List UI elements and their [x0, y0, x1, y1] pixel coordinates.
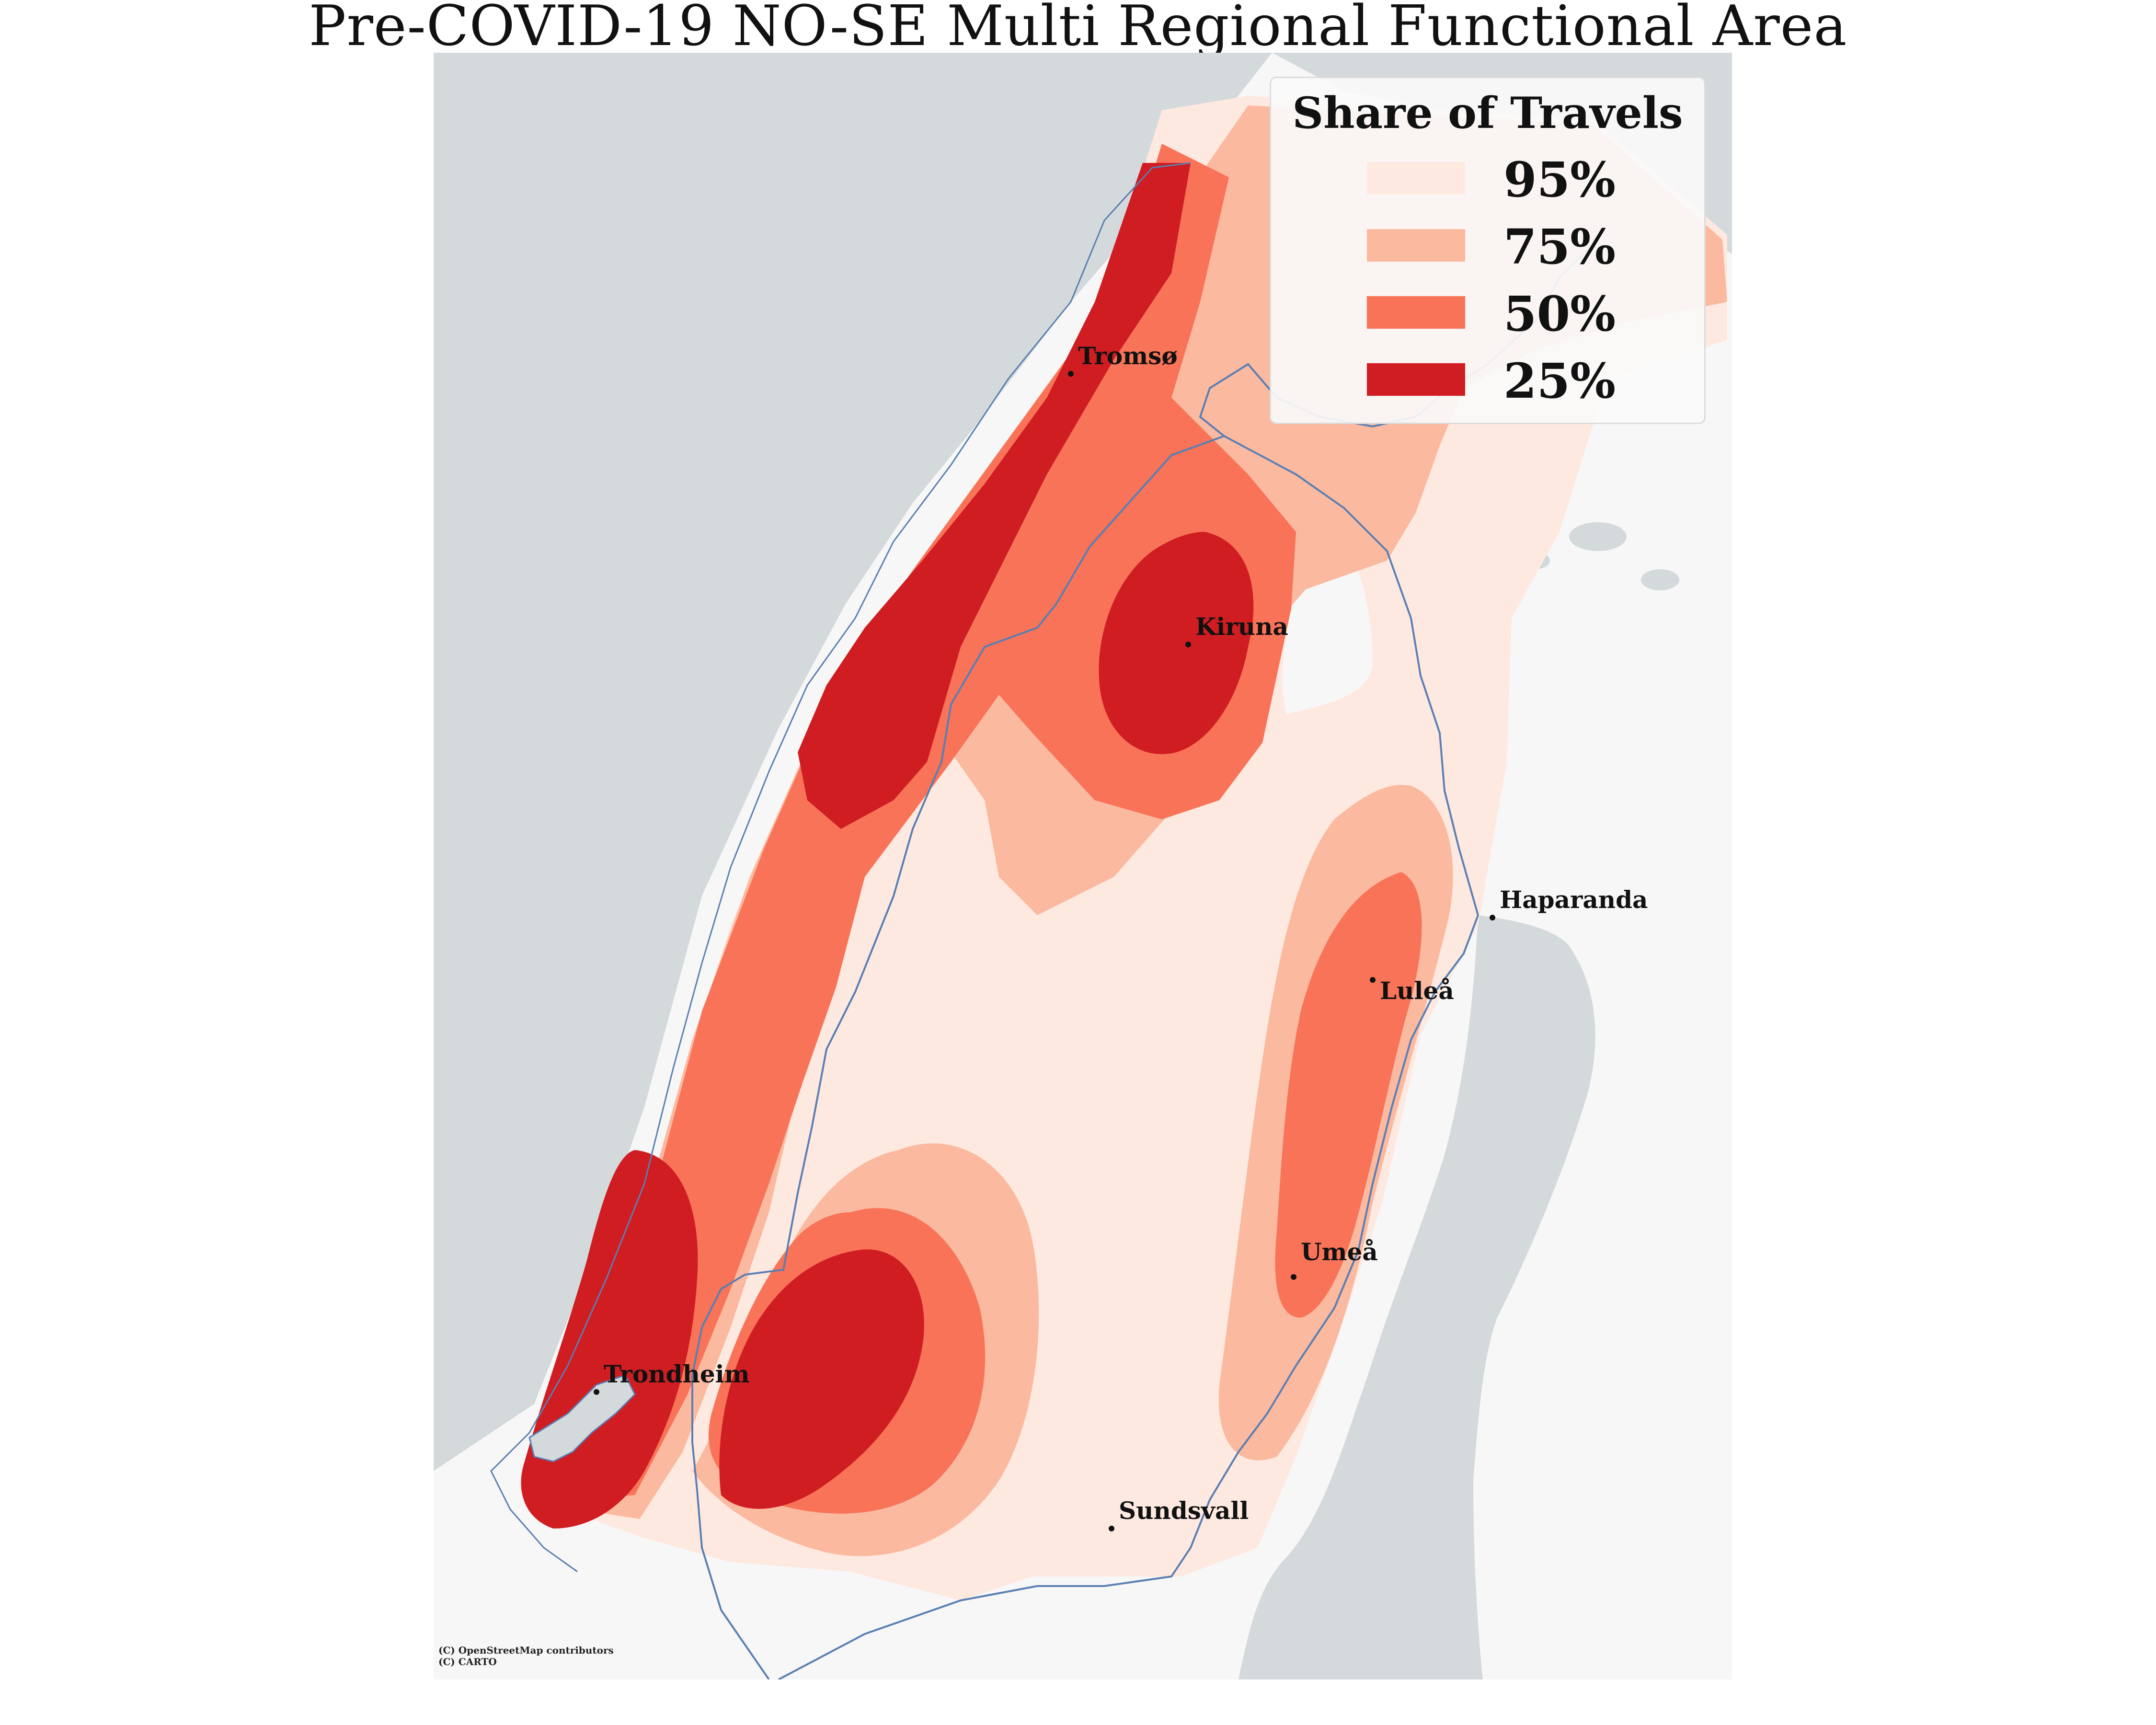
- legend-label: 25%: [1503, 353, 1616, 409]
- map-attribution: (C) OpenStreetMap contributors (C) CARTO: [438, 1644, 614, 1668]
- contour-25: [798, 163, 1191, 829]
- norwegian-coastline: [490, 162, 1191, 1573]
- legend-swatch: [1367, 162, 1465, 195]
- city-lulea[interactable]: Luleå: [1370, 977, 1454, 1005]
- legend: Share of Travels 95% 75% 50% 25%: [1270, 77, 1706, 424]
- legend-swatch: [1367, 363, 1465, 396]
- legend-swatch: [1367, 229, 1465, 262]
- city-sundsvall[interactable]: Sundsvall: [1109, 1496, 1249, 1531]
- city-haparanda[interactable]: Haparanda: [1490, 886, 1648, 920]
- legend-title: Share of Travels: [1292, 88, 1683, 138]
- city-label: Tromsø: [1078, 342, 1178, 370]
- sweden-finland-border: [1224, 435, 1479, 916]
- city-label: Sundsvall: [1119, 1496, 1249, 1525]
- gulf-of-bothnia: [1239, 915, 1595, 1679]
- contour-50: [1275, 872, 1422, 1318]
- city-trondheim[interactable]: Trondheim: [594, 1360, 750, 1395]
- city-label: Kiruna: [1195, 612, 1288, 641]
- norwegian-sea: [434, 53, 1272, 1471]
- map-title: Pre-COVID-19 NO-SE Multi Regional Functi…: [309, 0, 1847, 58]
- contour-25: [719, 1249, 924, 1509]
- city-tromso[interactable]: Tromsø: [1068, 342, 1178, 377]
- city-kiruna[interactable]: Kiruna: [1185, 612, 1288, 647]
- contour-50: [529, 144, 1296, 1500]
- city-label: Trondheim: [604, 1360, 750, 1388]
- lake: [1569, 522, 1627, 551]
- contour-75: [525, 105, 1727, 1519]
- legend-label: 95%: [1503, 151, 1616, 208]
- city-label: Umeå: [1301, 1238, 1378, 1266]
- legend-label: 75%: [1503, 218, 1616, 275]
- attribution-osm: (C) OpenStreetMap contributors: [438, 1644, 614, 1656]
- city-label: Haparanda: [1500, 886, 1648, 914]
- norway-sweden-border: [691, 435, 1225, 1679]
- city-label: Luleå: [1380, 977, 1454, 1005]
- swedish-coastline: [778, 915, 1479, 1679]
- legend-label: 50%: [1503, 286, 1616, 342]
- lake: [1641, 569, 1679, 590]
- contour-25: [1099, 532, 1254, 754]
- trondheim-fjord: [528, 1374, 636, 1462]
- city-umea[interactable]: Umeå: [1291, 1238, 1378, 1280]
- attribution-carto: (C) CARTO: [438, 1656, 497, 1668]
- legend-swatch: [1367, 296, 1465, 329]
